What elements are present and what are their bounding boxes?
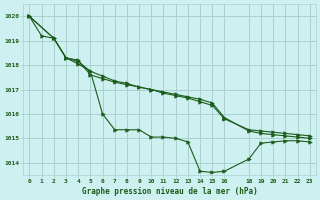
X-axis label: Graphe pression niveau de la mer (hPa): Graphe pression niveau de la mer (hPa) [82, 187, 258, 196]
